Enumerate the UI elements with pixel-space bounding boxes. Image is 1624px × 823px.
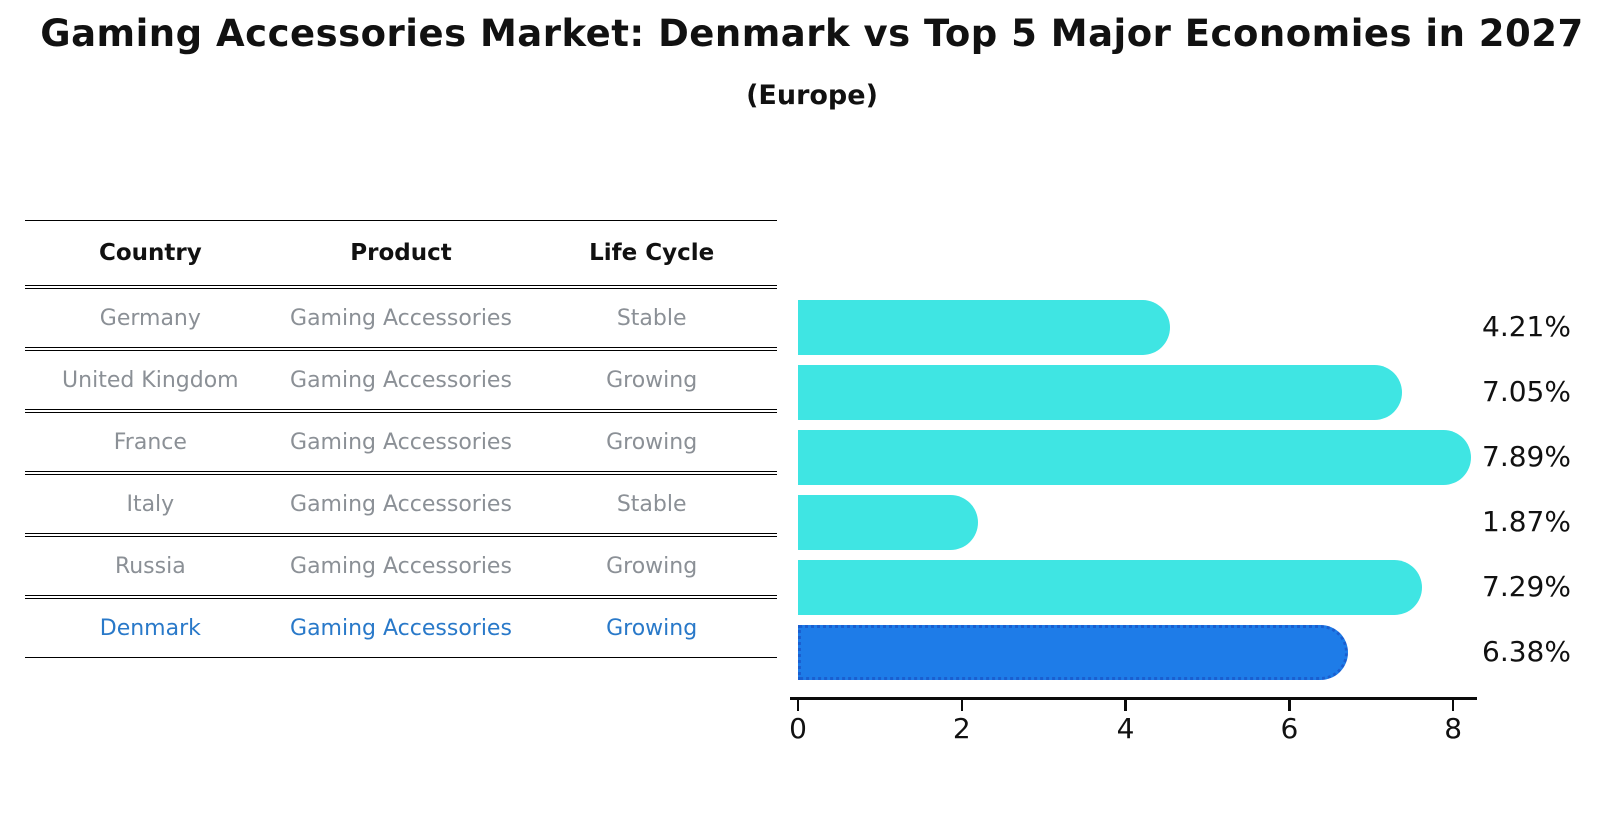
value-label-united-kingdom: 7.05% — [1482, 375, 1571, 408]
x-axis-tick-label: 2 — [952, 712, 971, 745]
column-header-product: Product — [275, 220, 527, 286]
cell-product: Gaming Accessories — [275, 536, 527, 596]
value-label-italy: 1.87% — [1482, 505, 1571, 538]
cell-country: France — [25, 412, 276, 472]
x-axis-tick-label: 4 — [1116, 712, 1135, 745]
bar-france — [798, 429, 1472, 485]
bar-united-kingdom — [798, 364, 1403, 420]
cell-life-cycle: Growing — [526, 536, 777, 596]
cell-country: United Kingdom — [25, 350, 276, 410]
x-axis-line — [790, 697, 1477, 700]
x-axis-tick-label: 8 — [1444, 712, 1463, 745]
value-label-denmark: 6.38% — [1482, 635, 1571, 668]
cell-country: Germany — [25, 288, 276, 348]
cell-country: Russia — [25, 536, 276, 596]
table-header-row: Country Product Life Cycle — [25, 220, 777, 286]
x-axis-tick-label: 6 — [1280, 712, 1299, 745]
x-axis-tick — [1288, 700, 1291, 711]
table-row-france: France Gaming Accessories Growing — [25, 412, 777, 472]
cell-product: Gaming Accessories — [275, 598, 527, 658]
chart-subtitle: (Europe) — [746, 80, 878, 111]
cell-life-cycle: Stable — [526, 288, 777, 348]
value-label-france: 7.89% — [1482, 440, 1571, 473]
bar-denmark — [798, 624, 1348, 680]
bar-italy — [798, 494, 979, 550]
column-header-country: Country — [25, 220, 276, 286]
cell-country: Denmark — [25, 598, 276, 658]
x-axis-tick — [1124, 700, 1127, 711]
bar-russia — [798, 559, 1423, 615]
table-row-denmark: Denmark Gaming Accessories Growing — [25, 598, 777, 658]
table-row-united-kingdom: United Kingdom Gaming Accessories Growin… — [25, 350, 777, 410]
cell-life-cycle: Growing — [526, 350, 777, 410]
table-row-germany: Germany Gaming Accessories Stable — [25, 288, 777, 348]
value-label-germany: 4.21% — [1482, 310, 1571, 343]
column-header-life-cycle: Life Cycle — [526, 220, 777, 286]
cell-life-cycle: Growing — [526, 598, 777, 658]
bar-germany — [798, 299, 1170, 355]
x-axis-tick — [1451, 700, 1455, 711]
x-axis-tick — [796, 700, 800, 711]
cell-life-cycle: Growing — [526, 412, 777, 472]
cell-product: Gaming Accessories — [275, 288, 527, 348]
cell-country: Italy — [25, 474, 276, 534]
cell-product: Gaming Accessories — [275, 350, 527, 410]
cell-product: Gaming Accessories — [275, 412, 527, 472]
chart-title: Gaming Accessories Market: Denmark vs To… — [40, 12, 1584, 55]
x-axis-tick-label: 0 — [789, 712, 807, 745]
x-axis-tick — [960, 700, 964, 711]
cell-product: Gaming Accessories — [275, 474, 527, 534]
cell-life-cycle: Stable — [526, 474, 777, 534]
value-label-russia: 7.29% — [1482, 570, 1571, 603]
table-row-italy: Italy Gaming Accessories Stable — [25, 474, 777, 534]
country-table: Country Product Life Cycle Germany Gamin… — [25, 218, 777, 660]
table-row-russia: Russia Gaming Accessories Growing — [25, 536, 777, 596]
